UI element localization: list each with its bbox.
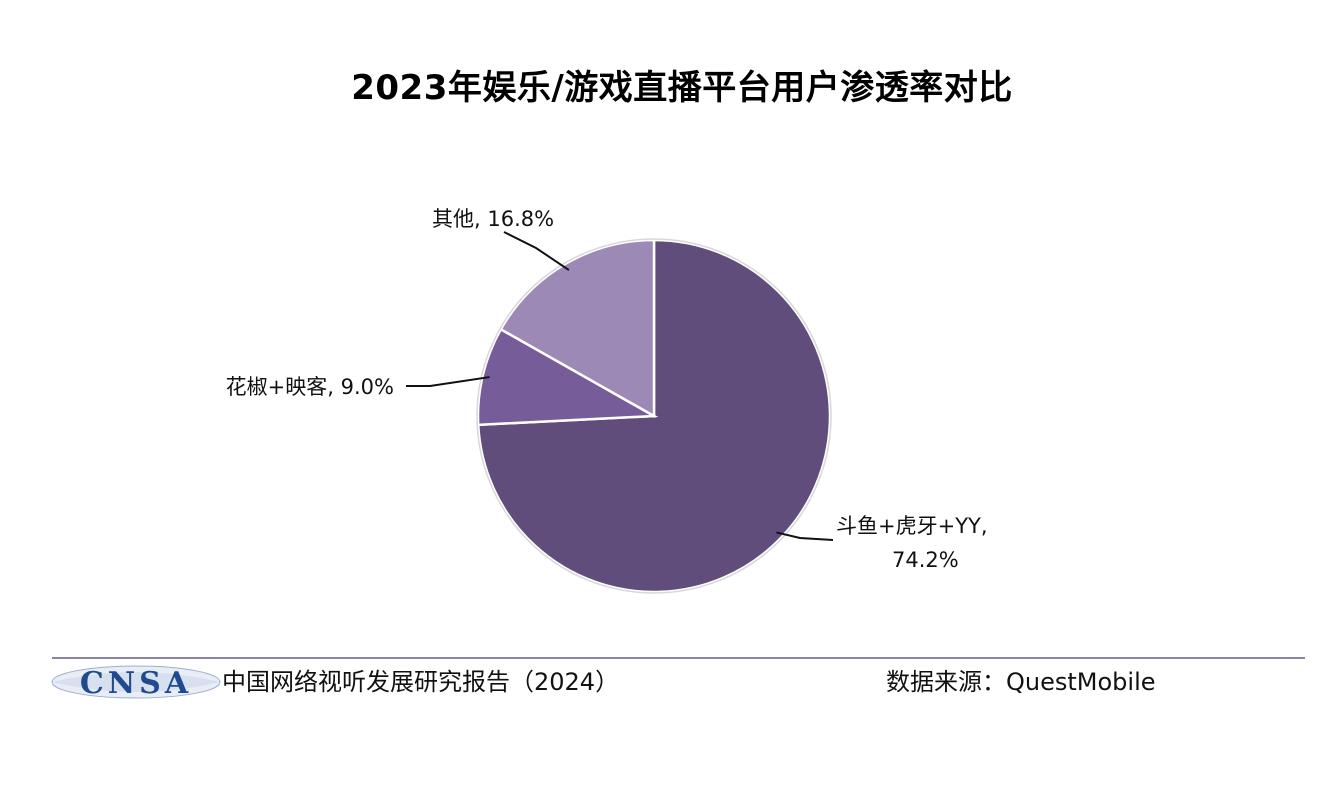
slice-others xyxy=(499,238,656,419)
label-others-value: 16.8% xyxy=(487,207,554,231)
logo-text: CNSA xyxy=(80,666,192,700)
label-others: 其他, 16.8% xyxy=(432,207,554,231)
leader-line-2 xyxy=(503,231,570,271)
footer-report-name: 中国网络视听发展研究报告（2024） xyxy=(222,668,620,696)
label-douyu: 斗鱼+虎牙+YY, xyxy=(836,514,988,538)
pie-outline xyxy=(476,238,832,594)
label-huajiao-value: 9.0% xyxy=(341,375,394,399)
pie-slices xyxy=(476,238,832,594)
leader-line-0 xyxy=(776,531,834,541)
leader-lines xyxy=(406,231,834,541)
footer-divider xyxy=(52,657,1305,659)
chart-title: 2023年娱乐/游戏直播平台用户渗透率对比 xyxy=(351,68,1013,108)
slice-huajiao-inke xyxy=(476,327,659,427)
label-others-name: 其他 xyxy=(432,207,474,231)
label-huajiao: 花椒+映客, 9.0% xyxy=(226,375,394,399)
label-douyu-value: 74.2% xyxy=(892,548,959,572)
leader-line-1 xyxy=(406,376,490,387)
label-huajiao-name: 花椒+映客 xyxy=(226,375,328,399)
label-douyu-name: 斗鱼+虎牙+YY xyxy=(836,514,981,538)
footer-data-source: 数据来源：QuestMobile xyxy=(886,668,1156,696)
cnsa-logo: CNSA xyxy=(51,665,221,700)
